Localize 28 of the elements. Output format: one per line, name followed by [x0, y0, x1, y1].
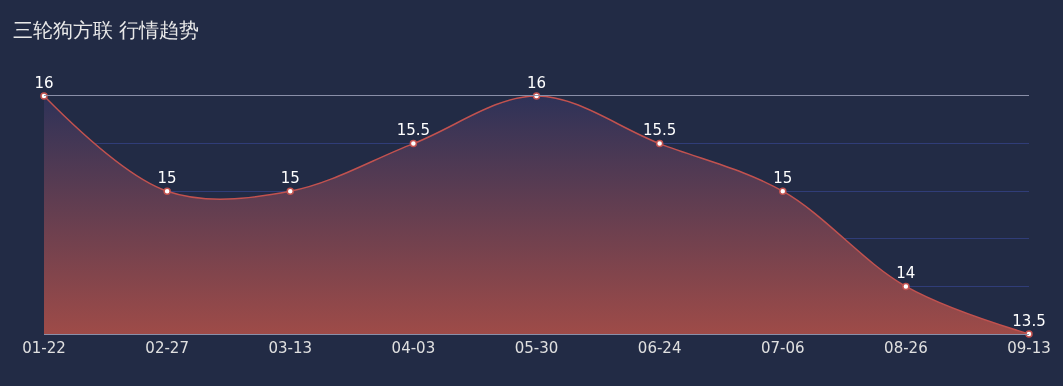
point — [1025, 330, 1033, 338]
data-label: 15.5 — [642, 121, 677, 140]
x-tick-label: 08-26 — [884, 339, 928, 357]
chart-title: 三轮狗方联 行情趋势 — [12, 18, 200, 43]
point — [409, 139, 418, 148]
x-tick-label: 05-30 — [514, 339, 559, 357]
data-label: 14 — [896, 263, 916, 282]
point — [40, 92, 48, 100]
point — [163, 187, 171, 195]
point — [286, 187, 294, 195]
data-label: 16 — [34, 73, 54, 92]
data-label: 15.5 — [396, 121, 431, 140]
point — [532, 92, 541, 100]
point — [655, 139, 664, 148]
x-tick-label: 07-06 — [760, 339, 805, 357]
point — [779, 187, 787, 195]
data-label: 15 — [157, 168, 177, 187]
data-label: 15 — [773, 168, 793, 187]
x-tick-label: 04-03 — [391, 339, 436, 357]
x-tick-label: 01-22 — [22, 339, 66, 357]
data-label: 13.5 — [1012, 311, 1046, 330]
x-tick-label: 06-24 — [637, 339, 682, 357]
x-tick-label: 03-13 — [268, 339, 313, 357]
data-label: 16 — [526, 73, 547, 92]
x-tick-label: 09-13 — [1007, 339, 1051, 357]
x-tick-label: 02-27 — [145, 339, 189, 357]
point — [902, 282, 910, 291]
data-label: 15 — [280, 168, 300, 187]
